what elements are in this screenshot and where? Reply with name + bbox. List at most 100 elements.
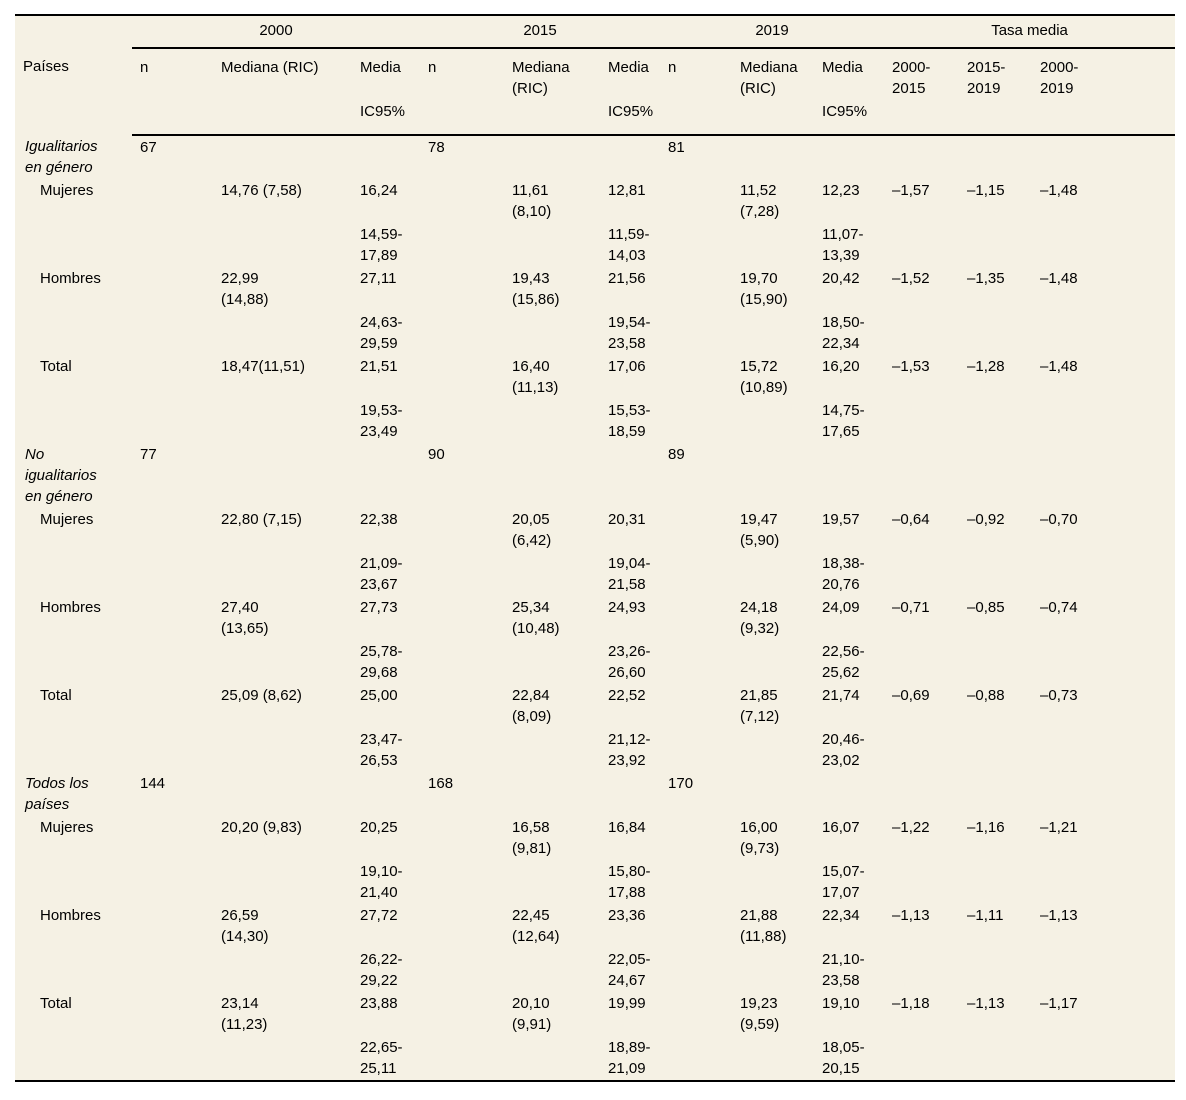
ic-cell: 18,89- 21,09 xyxy=(608,1039,651,1077)
empty-cell xyxy=(420,816,504,860)
empty-cell xyxy=(504,135,600,179)
empty-cell xyxy=(213,1036,352,1081)
empty-cell xyxy=(732,948,814,992)
rate-header-2015-2019: 2015- 2019 xyxy=(967,59,1006,97)
empty-cell xyxy=(660,816,732,860)
empty-cell xyxy=(132,267,213,311)
n-cell: 77 xyxy=(140,446,157,463)
empty-cell xyxy=(132,355,213,399)
empty-cell xyxy=(959,135,1032,179)
media-cell: 23,36 xyxy=(608,907,646,924)
mediana-cell: 20,10 (9,91) xyxy=(512,995,552,1033)
mediana-cell: 23,14 (11,23) xyxy=(221,995,268,1033)
empty-cell xyxy=(15,728,132,772)
ic-cell: 26,22- 29,22 xyxy=(360,951,403,989)
year-2015-header: 2015 xyxy=(420,15,661,49)
empty-cell xyxy=(959,99,1033,136)
ic-cell: 18,38- 20,76 xyxy=(822,555,865,593)
year-2019-header: 2019 xyxy=(660,15,885,49)
mediana-cell: 14,76 (7,58) xyxy=(221,182,302,199)
empty-cell xyxy=(420,99,505,136)
empty-cell xyxy=(504,99,601,136)
group-label: No igualitarios en género xyxy=(25,446,97,505)
ic-cell: 15,07- 17,07 xyxy=(822,863,865,901)
empty-cell xyxy=(884,399,959,443)
mediana-cell: 22,84 (8,09) xyxy=(512,687,552,725)
empty-cell xyxy=(660,508,732,552)
empty-cell xyxy=(600,443,660,508)
ic-cell: 20,46- 23,02 xyxy=(822,731,865,769)
n-cell: 67 xyxy=(140,139,157,156)
tasa-cell: –0,71 xyxy=(892,599,930,616)
media-cell: 20,25 xyxy=(360,819,398,836)
empty-cell xyxy=(814,772,884,816)
empty-cell xyxy=(660,267,732,311)
empty-cell xyxy=(420,904,504,948)
ic-row: 19,53- 23,49 15,53- 18,59 14,75- 17,65 xyxy=(15,399,1175,443)
empty-cell xyxy=(213,772,352,816)
tasa-cell: –1,18 xyxy=(892,995,930,1012)
empty-cell xyxy=(884,311,959,355)
empty-cell xyxy=(504,860,600,904)
tasa-cell: –1,17 xyxy=(1040,995,1078,1012)
ic-cell: 22,65- 25,11 xyxy=(360,1039,403,1077)
n-cell: 89 xyxy=(668,446,685,463)
empty-cell xyxy=(732,311,814,355)
empty-cell xyxy=(420,596,504,640)
row-label: Hombres xyxy=(40,270,101,287)
tasa-cell: –0,64 xyxy=(892,511,930,528)
empty-cell xyxy=(660,684,732,728)
empty-cell xyxy=(504,640,600,684)
empty-cell xyxy=(132,640,213,684)
media-cell: 21,74 xyxy=(822,687,860,704)
empty-cell xyxy=(15,311,132,355)
tasa-cell: –1,52 xyxy=(892,270,930,287)
empty-cell xyxy=(884,860,959,904)
media-cell: 22,34 xyxy=(822,907,860,924)
empty-cell xyxy=(1032,772,1175,816)
mediana-cell: 19,47 (5,90) xyxy=(740,511,780,549)
empty-cell xyxy=(420,992,504,1036)
media-cell: 23,88 xyxy=(360,995,398,1012)
tasa-cell: –1,11 xyxy=(967,907,1004,924)
value-row: Total 23,14 (11,23) 23,88 20,10 (9,91) 19,99… xyxy=(15,992,1175,1036)
ic-cell: 25,78- 29,68 xyxy=(360,643,403,681)
empty-cell xyxy=(352,135,420,179)
empty-cell xyxy=(132,684,213,728)
media-cell: 12,23 xyxy=(822,182,860,199)
ic-row: 24,63- 29,59 19,54- 23,58 18,50- 22,34 xyxy=(15,311,1175,355)
n-cell: 81 xyxy=(668,139,685,156)
media-cell: 19,57 xyxy=(822,511,860,528)
n-cell: 144 xyxy=(140,775,166,792)
empty-cell xyxy=(15,640,132,684)
empty-cell xyxy=(213,640,352,684)
empty-cell xyxy=(132,399,213,443)
empty-cell xyxy=(1032,728,1175,772)
media-cell: 20,31 xyxy=(608,511,646,528)
group-row: Igualitarios en género 67 78 81 xyxy=(15,135,1175,179)
value-row: Hombres 22,99 (14,88) 27,11 19,43 (15,86) 21… xyxy=(15,267,1175,311)
media-cell: 20,42 xyxy=(822,270,860,287)
empty-cell xyxy=(884,1036,959,1081)
empty-cell xyxy=(132,99,213,136)
empty-cell xyxy=(959,443,1032,508)
empty-cell xyxy=(1032,860,1175,904)
tasa-media-header: Tasa media xyxy=(884,15,1176,49)
tasa-cell: –1,22 xyxy=(892,819,930,836)
empty-cell xyxy=(213,443,352,508)
empty-cell xyxy=(420,508,504,552)
empty-cell xyxy=(732,552,814,596)
mediana-cell: 15,72 (10,89) xyxy=(740,358,788,396)
empty-cell xyxy=(420,179,504,223)
tasa-cell: –0,74 xyxy=(1040,599,1078,616)
tasa-cell: –1,28 xyxy=(967,358,1005,375)
tasa-cell: –1,48 xyxy=(1040,358,1078,375)
ic-cell: 23,26- 26,60 xyxy=(608,643,651,681)
media-header-2019: Media xyxy=(822,59,863,76)
ic-cell: 18,50- 22,34 xyxy=(822,314,865,352)
empty-cell xyxy=(959,640,1032,684)
empty-cell xyxy=(884,640,959,684)
empty-cell xyxy=(420,223,504,267)
mediana-cell: 21,88 (11,88) xyxy=(740,907,787,945)
media-cell: 22,52 xyxy=(608,687,646,704)
